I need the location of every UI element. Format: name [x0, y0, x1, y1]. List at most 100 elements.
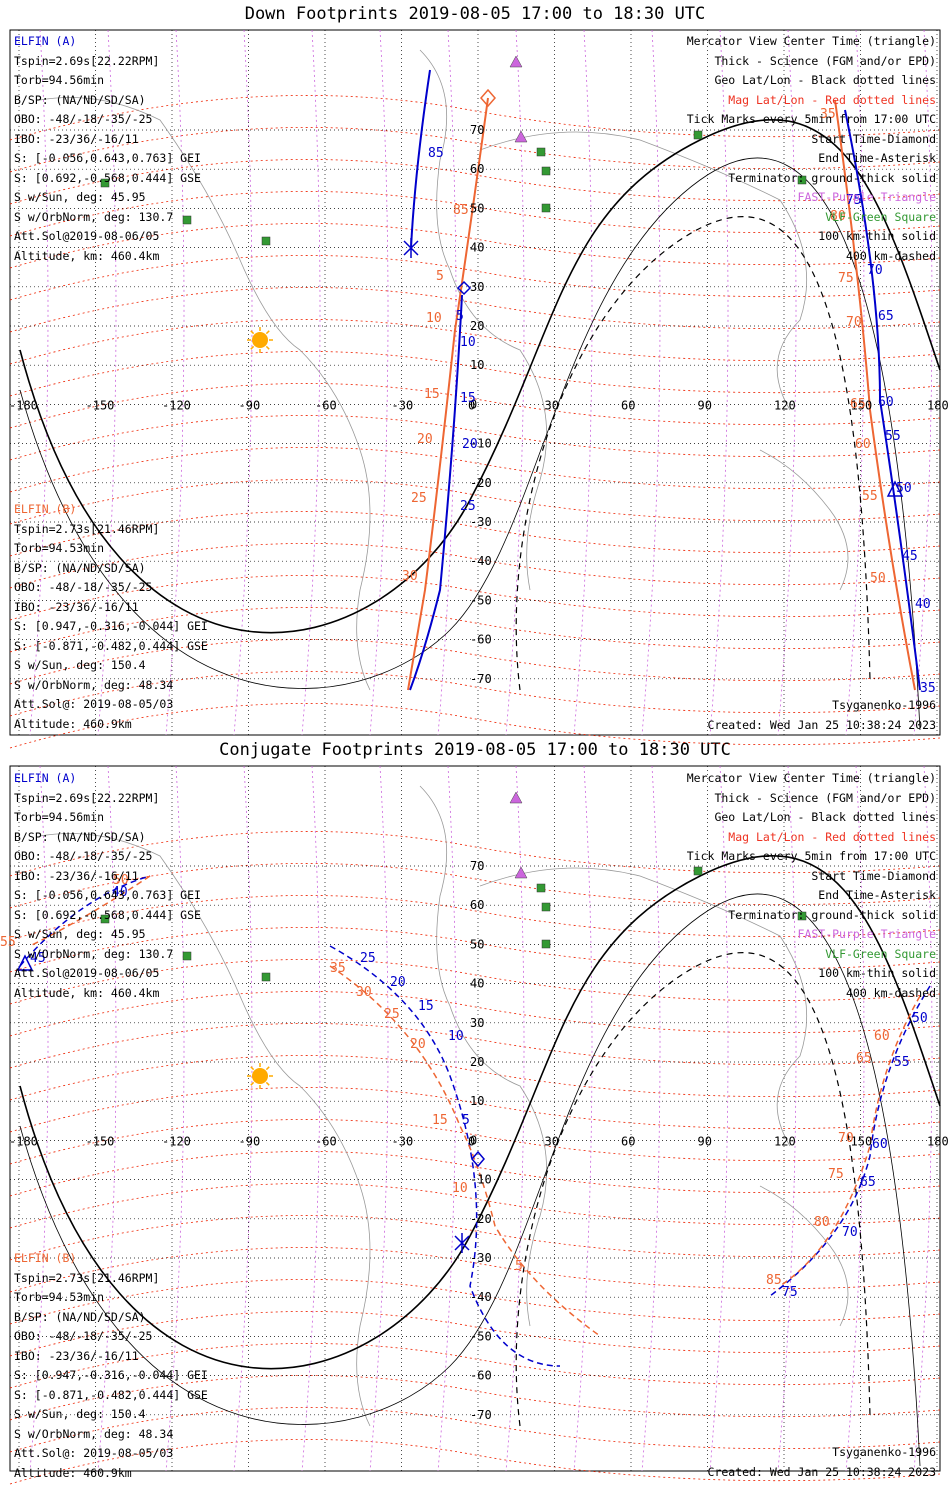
mag-lon-line	[165, 29, 185, 736]
info-line: S w/OrbNorm, deg: 130.7	[14, 209, 174, 224]
mag-lat-line	[9, 1279, 941, 1325]
lat-tick-label: 70	[470, 859, 484, 873]
mag-lon-line	[29, 29, 49, 736]
map-frame	[9, 765, 941, 1472]
info-line: IBO: -23/36/-16/11	[14, 599, 139, 614]
mag-lon-line	[641, 29, 661, 736]
created-timestamp: Created: Wed Jan 25 10:38:24 2023	[707, 1464, 936, 1479]
center-time-triangle	[16, 954, 34, 971]
lon-tick-label: -90	[239, 1134, 261, 1148]
mag-lat-line	[9, 287, 941, 333]
track-a-tick-label: 85	[428, 146, 444, 161]
sun-ray	[250, 330, 255, 335]
mag-lat-line	[9, 191, 941, 237]
track-a-tick-label: 65	[878, 309, 894, 324]
sun-ray	[265, 1081, 270, 1086]
mag-lon-line	[777, 29, 797, 736]
mag-lat-line	[9, 511, 941, 557]
coastline	[419, 49, 548, 591]
info-line: S w/OrbNorm, deg: 48.34	[14, 1426, 174, 1441]
legend-item: Mercator View Center Time (triangle)	[686, 771, 936, 785]
lon-tick-label: 180	[927, 398, 949, 412]
start-time-diamond	[471, 1150, 485, 1168]
lat-tick-label: 40	[470, 977, 484, 991]
mag-lat-line	[9, 479, 941, 525]
map-panel	[9, 765, 941, 1485]
track-a-tick-label: 70	[867, 263, 883, 278]
track-b-tick-label: 75	[828, 1167, 844, 1182]
lat-tick-label: -10	[470, 437, 492, 451]
track-a-tick-label: 75	[782, 1285, 798, 1300]
track-a-tick-label: 20	[390, 975, 406, 990]
elfin-b-info: ELFIN (B) Tspin=2.73s[21.46RPM] Torb=94.…	[14, 500, 208, 734]
lon-tick-label: 90	[698, 398, 712, 412]
elfin-b-title: ELFIN (B)	[14, 502, 77, 516]
legend: Mercator View Center Time (triangle) Thi…	[687, 769, 936, 1003]
lon-tick-label: 30	[545, 1134, 559, 1148]
elfin-a-title: ELFIN (A)	[14, 34, 77, 48]
info-line: OBO: -48/-18/-35/-25	[14, 580, 153, 594]
mag-lon-line	[913, 765, 933, 1472]
lon-tick-label: -30	[392, 398, 414, 412]
mag-lon-line	[301, 29, 321, 736]
mag-lat-line	[9, 863, 941, 909]
mag-lon-line	[369, 29, 389, 736]
lon-tick-label: -90	[239, 398, 261, 412]
sun-ray	[265, 330, 270, 335]
lat-tick-label: -70	[470, 672, 492, 686]
lat-tick-label: -60	[470, 1369, 492, 1383]
lat-tick-label: 50	[470, 937, 484, 951]
track-b-tick-label: 50	[870, 571, 886, 586]
track-b-tick-label: 65	[856, 1051, 872, 1066]
track-a-tick-label: 40	[112, 885, 128, 900]
track-a-tick-label: 70	[842, 1225, 858, 1240]
track-a-tick-label: 25	[360, 951, 376, 966]
mag-lon-line	[301, 765, 321, 1472]
elfin-a-title: ELFIN (A)	[14, 771, 77, 785]
mag-lon-line	[573, 765, 593, 1472]
lat-tick-label: -40	[470, 554, 492, 568]
panel-title: Conjugate Footprints 2019-08-05 17:00 to…	[219, 740, 731, 760]
vlf-station-square	[541, 166, 551, 176]
elfin-b-track	[779, 995, 921, 1287]
lon-tick-label: 180	[927, 1134, 949, 1148]
track-a-tick-label: 60	[872, 1137, 888, 1152]
vlf-station-square	[536, 147, 546, 157]
lat-tick-label: -50	[470, 593, 492, 607]
model-label: Tsyganenko-1996 Created: Wed Jan 25 10:3…	[708, 696, 936, 735]
mag-lat-line	[9, 543, 941, 589]
legend-item: Mag Lat/Lon - Red dotted lines	[728, 92, 936, 107]
info-line: Tspin=2.73s[21.46RPM]	[14, 1270, 160, 1285]
mag-lat-line	[9, 959, 941, 1005]
info-line: B/SP: (NA/ND/SD/SA)	[14, 1309, 146, 1324]
mag-lon-line	[233, 765, 253, 1472]
legend-item: Geo Lat/Lon - Black dotted lines	[714, 73, 936, 87]
mag-lat-line	[9, 1247, 941, 1293]
elfin-a-track	[19, 875, 151, 967]
track-b-tick-label: 60	[874, 1029, 890, 1044]
track-a-tick-label: 55	[894, 1055, 910, 1070]
mag-lat-line	[9, 1343, 941, 1389]
lon-tick-label: -60	[315, 398, 337, 412]
info-line: Torb=94.53min	[14, 541, 105, 555]
mag-lon-line	[845, 29, 865, 736]
info-line: Altitude, km: 460.4km	[14, 248, 160, 263]
fast-triangle	[514, 866, 528, 879]
track-b-tick-label: 60	[855, 437, 871, 452]
vlf-station-square	[100, 914, 110, 924]
legend-item: Terminator: ground-thick solid	[728, 907, 936, 922]
track-b-tick-label: 25	[411, 491, 427, 506]
terminator-ground	[19, 119, 941, 634]
track-a-tick-label: 35	[920, 681, 936, 696]
lat-tick-label: -50	[470, 1329, 492, 1343]
fast-triangle	[509, 55, 523, 68]
mag-lat-line	[9, 1375, 941, 1421]
legend-item: Terminator: ground-thick solid	[728, 170, 936, 185]
track-a-tick-label: 10	[460, 335, 476, 350]
legend-item: Mag Lat/Lon - Red dotted lines	[728, 829, 936, 844]
mag-lon-line	[233, 29, 253, 736]
lat-tick-label: 0	[470, 397, 477, 411]
elfin-a-track	[844, 109, 921, 691]
legend-item: End Time-Asterisk	[818, 151, 936, 165]
lat-tick-label: -30	[470, 1251, 492, 1265]
